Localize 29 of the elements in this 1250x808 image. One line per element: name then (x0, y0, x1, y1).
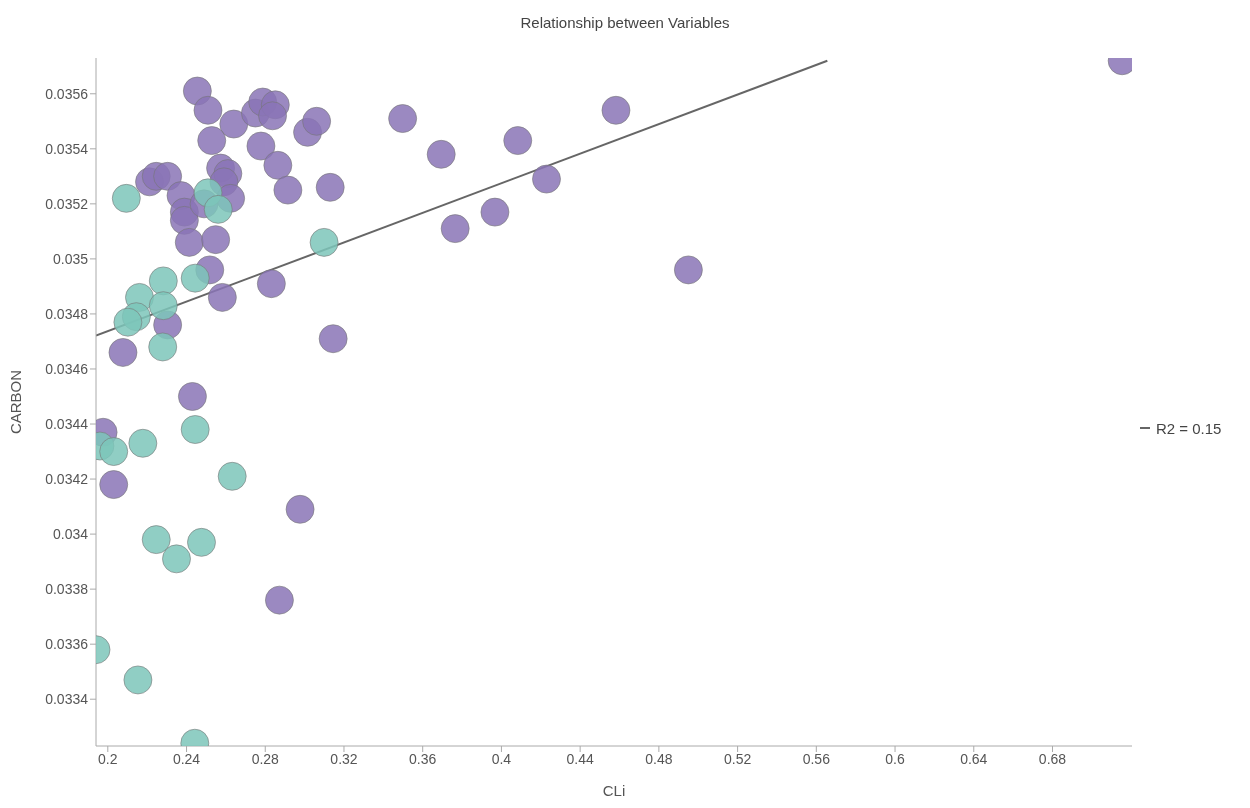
x-tick-label: 0.24 (172, 750, 201, 767)
y-tick-label: 0.0336 (45, 636, 89, 653)
chart-title: Relationship between Variables (519, 13, 731, 33)
y-axis-title: CARBON (7, 369, 25, 435)
x-tick-label: 0.2 (98, 750, 118, 767)
y-tick-label: 0.0344 (45, 415, 89, 432)
y-tick-label: 0.0342 (45, 471, 89, 488)
y-tick-label: 0.0334 (45, 691, 89, 708)
y-tick-label: 0.0352 (45, 195, 89, 212)
x-tick-label: 0.56 (802, 750, 831, 767)
x-axis-title: CLi (602, 782, 626, 799)
x-tick-label: 0.48 (645, 750, 673, 767)
y-tick-label: 0.0338 (45, 581, 89, 598)
x-tick-label: 0.64 (960, 750, 988, 767)
y-tick-label: 0.034 (52, 526, 89, 543)
y-tick-label: 0.035 (52, 250, 89, 267)
x-tick-label: 0.28 (251, 750, 280, 767)
x-tick-label: 0.32 (330, 750, 358, 767)
x-tick-label: 0.52 (723, 750, 752, 767)
x-tick-label: 0.68 (1038, 750, 1067, 767)
y-tick-label: 0.0356 (45, 85, 89, 102)
x-tick-label: 0.6 (885, 750, 905, 767)
y-tick-label: 0.0354 (45, 140, 89, 157)
y-tick-label: 0.0346 (45, 360, 89, 377)
x-tick-label: 0.36 (409, 750, 437, 767)
legend-label: R2 = 0.15 (1156, 419, 1222, 437)
x-tick-label: 0.44 (566, 750, 594, 767)
y-tick-label: 0.0348 (45, 305, 89, 322)
x-tick-label: 0.4 (491, 750, 512, 767)
